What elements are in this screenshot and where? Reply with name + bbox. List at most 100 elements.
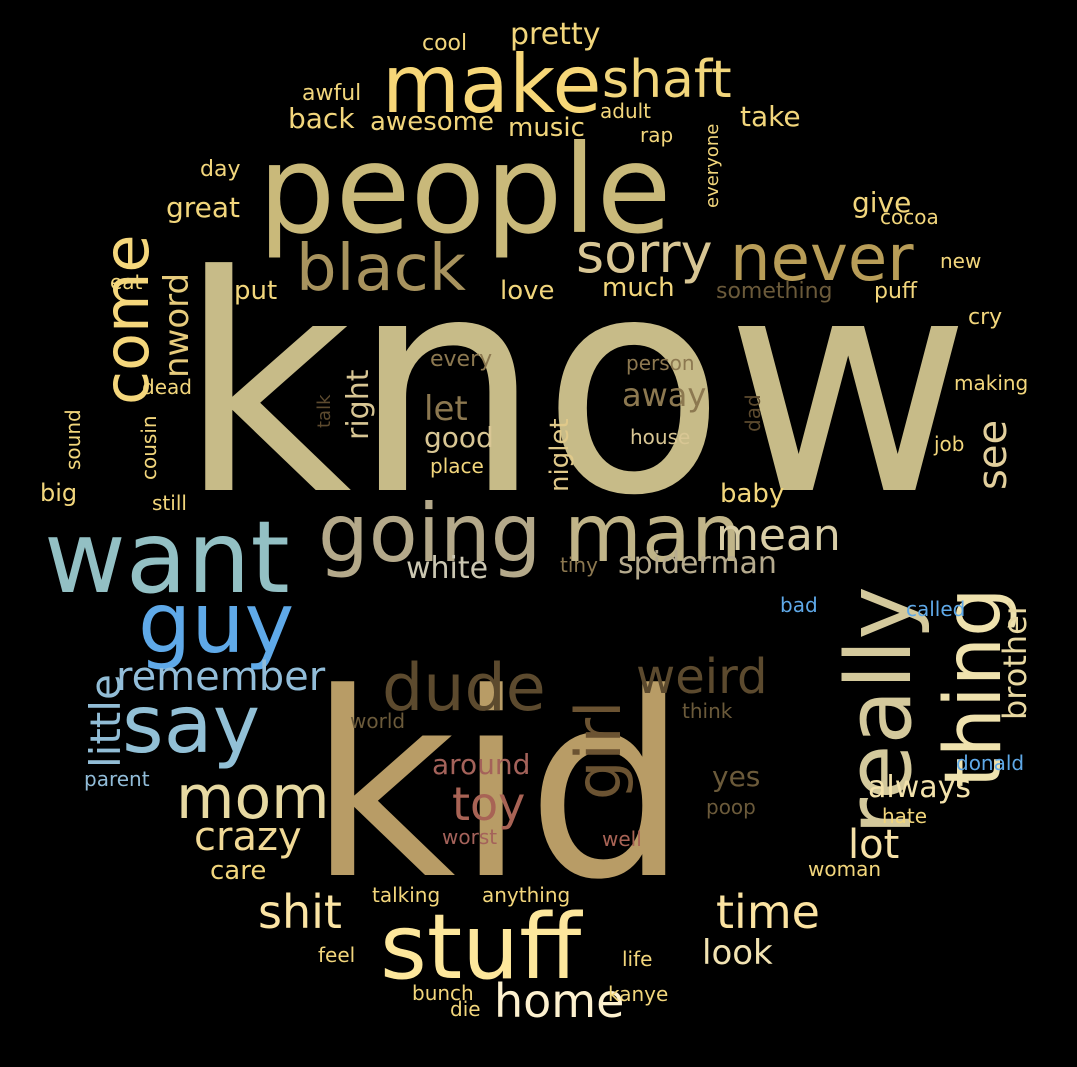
word-lot: lot [848,822,899,868]
word-rap: rap [640,123,673,147]
word-think: think [682,699,733,723]
word-awful: awful [302,81,361,106]
word-yes: yes [712,760,760,793]
word-dead: dead [142,375,192,399]
word-stuff: stuff [380,895,583,1000]
word-sound: sound [61,409,85,470]
word-hate: hate [882,804,927,828]
word-crazy: crazy [194,814,302,860]
word-guy: guy [138,574,294,672]
word-called: called [906,597,965,621]
word-shaft: shaft [602,50,732,110]
word-take: take [740,100,801,133]
word-big: big [40,479,77,507]
word-cousin: cousin [137,415,161,480]
word-everyone: everyone [702,124,723,208]
word-people: people [258,119,672,261]
word-let: let [424,389,468,429]
word-much: much [602,273,675,303]
word-toy: toy [452,777,525,831]
word-baby: baby [720,479,784,509]
word-day: day [200,157,240,182]
word-mean: mean [716,510,841,561]
word-make: make [382,38,602,131]
word-cool: cool [422,31,467,56]
word-donald: donald [956,751,1024,775]
word-want: want [44,499,290,616]
word-black: black [296,232,466,306]
word-life: life [622,947,652,971]
word-know: know [178,212,971,561]
word-puff: puff [874,279,918,304]
word-right: right [341,369,376,440]
word-man: man [564,487,742,580]
word-great: great [166,191,240,224]
word-cry: cry [968,305,1002,330]
word-bunch: bunch [412,981,474,1005]
word-niglet: niglet [545,418,575,492]
word-good: good [424,421,494,454]
word-home: home [494,974,624,1028]
word-tiny: tiny [560,553,598,577]
word-anything: anything [482,883,570,907]
word-sorry: sorry [576,222,713,285]
word-parent: parent [84,767,150,791]
word-woman: woman [808,857,881,881]
word-house: house [630,425,690,449]
word-adult: adult [600,99,651,123]
word-place: place [430,454,484,478]
word-little: little [81,674,130,768]
word-say: say [122,678,260,771]
word-put: put [234,276,277,306]
word-job: job [933,432,965,456]
word-girl: girl [562,701,635,800]
word-nword: nword [157,273,197,378]
word-kid: kid [308,639,688,936]
word-world: world [350,709,405,733]
word-talk: talk [314,394,335,428]
word-really: really [827,586,932,835]
word-making: making [954,371,1028,395]
word-love: love [500,276,555,306]
word-come: come [90,234,163,405]
word-die: die [450,997,481,1021]
word-new: new [940,249,981,273]
word-spiderman: spiderman [618,546,777,581]
word-worst: worst [442,825,497,849]
words-group: know kid people want going man stuff make sayguy… [40,17,1034,1028]
word-every: every [430,347,492,372]
word-mom: mom [176,763,330,833]
word-away: away [622,376,706,414]
word-poop: poop [706,795,756,819]
word-kanye: kanye [608,982,668,1006]
word-dude: dude [382,651,546,726]
word-something: something [716,279,832,304]
word-still: still [152,491,187,515]
word-eat: eat [110,270,143,294]
word-cocoa: cocoa [880,205,939,229]
word-well: well [602,827,642,851]
word-around: around [432,748,530,781]
word-back: back [288,102,355,135]
word-weird: weird [636,649,767,705]
word-shit: shit [258,885,342,939]
word-give: give [852,186,911,219]
word-look: look [702,933,773,973]
word-person: person [626,351,695,375]
word-remember: remember [116,654,326,700]
word-music: music [508,113,585,143]
word-pretty: pretty [510,17,600,52]
word-white: white [406,551,488,586]
word-brother: brother [996,601,1034,720]
word-never: never [730,222,914,296]
word-dad: dad [741,394,765,432]
word-awesome: awesome [370,107,494,137]
word-bad: bad [780,593,818,617]
word-going: going [318,487,541,580]
word-always: always [868,770,971,805]
word-care: care [210,856,266,886]
word-talking: talking [372,883,440,907]
word-see: see [970,420,1016,490]
word-thing: thing [929,587,1019,788]
